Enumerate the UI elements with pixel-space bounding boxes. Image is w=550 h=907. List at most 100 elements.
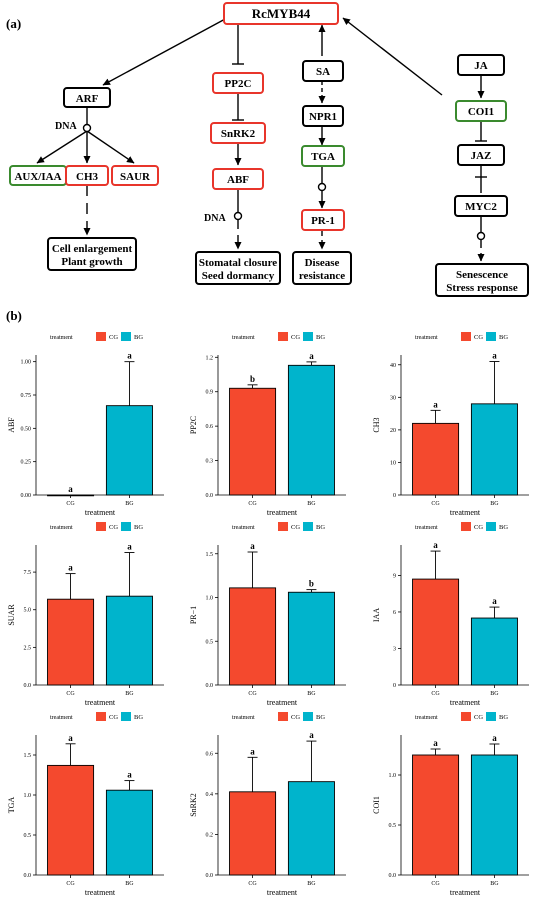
significance-label-bg: a [492, 596, 497, 606]
node-abf: ABF [212, 168, 264, 190]
y-tick-label: 20 [390, 428, 396, 434]
svg-text:JA: JA [474, 60, 488, 72]
x-axis-label: treatment [85, 508, 116, 517]
x-tick-label: CG [431, 881, 440, 887]
legend-label-cg: CG [291, 334, 300, 341]
significance-label-cg: a [250, 541, 255, 551]
svg-text:TGA: TGA [311, 151, 335, 163]
x-tick-label: BG [125, 501, 134, 507]
svg-text:PP2C: PP2C [225, 78, 252, 90]
y-axis-label: TGA [7, 797, 16, 814]
node-disease-outcome: Disease resistance [292, 251, 352, 285]
legend-title: treatment [50, 335, 73, 341]
significance-label-cg: a [433, 540, 438, 550]
x-tick-label: BG [490, 881, 499, 887]
dna-node-tga [317, 182, 327, 192]
bar-bg [105, 595, 153, 686]
legend-title: treatment [415, 715, 438, 721]
node-tga: TGA [301, 145, 345, 167]
legend-label-bg: BG [134, 334, 143, 341]
x-axis-label: treatment [267, 888, 298, 897]
legend: treatment CG BG [232, 712, 325, 721]
legend-swatch-bg [121, 522, 131, 531]
legend-swatch-bg [486, 712, 496, 721]
svg-text:AUX/IAA: AUX/IAA [14, 171, 61, 183]
svg-text:CH3: CH3 [76, 171, 99, 183]
y-tick-label: 0.4 [206, 792, 214, 798]
x-axis-label: treatment [450, 508, 481, 517]
y-tick-label: 0.0 [206, 683, 214, 689]
bar-cg [47, 598, 95, 686]
node-ja: JA [457, 54, 505, 76]
svg-text:Seed dormancy: Seed dormancy [202, 270, 275, 282]
svg-text:ARF: ARF [76, 93, 99, 105]
legend-swatch-cg [278, 522, 288, 531]
y-tick-label: 0.75 [21, 393, 32, 399]
significance-label-bg: b [309, 579, 314, 589]
legend-label-bg: BG [499, 524, 508, 531]
legend: treatment CG BG [50, 712, 143, 721]
svg-text:Disease: Disease [305, 257, 340, 269]
legend-swatch-bg [121, 712, 131, 721]
node-sa: SA [302, 60, 344, 82]
y-tick-label: 0.5 [24, 833, 32, 839]
chart-pr-1: treatment CG BG0.00.51.01.5PR−1aCGbBGtreat… [189, 522, 346, 707]
svg-text:SnRK2: SnRK2 [221, 128, 256, 140]
dna-label-arf: DNA [55, 121, 77, 132]
legend-swatch-bg [303, 522, 313, 531]
y-tick-label: 0.3 [206, 459, 214, 465]
edge-rcmyb44-arf [102, 11, 235, 86]
y-tick-label: 7.5 [24, 570, 32, 576]
legend: treatment CG BG [50, 332, 143, 341]
chart-iaa: treatment CG BG 0 3 6 9 IAA a CG a BG treatment [372, 522, 529, 707]
edge-dna-saur [86, 130, 135, 164]
legend-swatch-bg [303, 712, 313, 721]
bar-bg [287, 781, 335, 876]
node-stomatal-outcome: Stomatal closure Seed dormancy [195, 251, 281, 285]
bar-cg [229, 587, 277, 686]
bar-cg [229, 387, 277, 496]
node-myc2: MYC2 [454, 195, 508, 217]
node-snrk2: SnRK2 [210, 122, 266, 144]
legend-label-bg: BG [316, 714, 325, 721]
y-axis-label: IAA [372, 608, 381, 622]
legend-label-cg: CG [109, 524, 118, 531]
node-cell-outcome: Cell enlargement Plant growth [47, 237, 137, 271]
bar-cg [412, 754, 460, 876]
legend-label-cg: CG [109, 714, 118, 721]
significance-label-bg: a [309, 730, 314, 740]
y-axis-label: SnRK2 [189, 793, 198, 817]
legend-swatch-cg [461, 712, 471, 721]
y-axis-label: COI1 [372, 796, 381, 814]
node-saur: SAUR [111, 165, 159, 186]
bar-bg [105, 789, 153, 876]
chart-coi1: treatment CG BG0.00.51.0COI1aCGaBGtreatmen… [372, 712, 529, 897]
pathway-diagram: (a) [6, 2, 529, 297]
significance-label-bg: a [127, 770, 132, 780]
legend-label-cg: CG [474, 714, 483, 721]
node-npr1: NPR1 [302, 105, 344, 127]
bar-cg [47, 764, 95, 876]
svg-text:Senescence: Senescence [456, 269, 508, 281]
svg-text:NPR1: NPR1 [309, 111, 337, 123]
edge-coi1-rcmyb44 [342, 17, 443, 96]
panel-b-label: (b) [6, 308, 22, 323]
svg-text:ABF: ABF [227, 174, 249, 186]
legend-title: treatment [50, 525, 73, 531]
legend-swatch-cg [461, 332, 471, 341]
y-tick-label: 0.25 [21, 460, 32, 466]
bar-bg [470, 617, 518, 686]
y-tick-label: 1.5 [206, 552, 214, 558]
y-tick-label: 0.0 [24, 873, 32, 879]
y-tick-label: 3 [393, 646, 396, 652]
y-tick-label: 0.00 [21, 493, 32, 499]
significance-label-bg: a [309, 351, 314, 361]
node-coi1: COI1 [455, 100, 507, 122]
legend-label-cg: CG [109, 334, 118, 341]
y-axis-label: PP2C [189, 416, 198, 434]
bar-bg [470, 754, 518, 876]
chart-abf: treatment CG BG 0.00 0.25 0.50 0.75 1.00 ABF a CG a… [7, 332, 164, 517]
legend-title: treatment [50, 715, 73, 721]
bar-chart-grid: treatment CG BG0.000.250.500.751.00ABFaCGa… [7, 332, 529, 897]
x-tick-label: CG [431, 691, 440, 697]
